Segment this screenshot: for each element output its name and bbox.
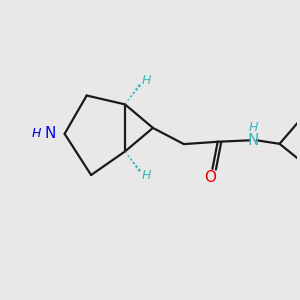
- Text: H: H: [142, 169, 151, 182]
- Text: N: N: [248, 133, 259, 148]
- Text: H: H: [142, 74, 151, 87]
- Text: H: H: [248, 122, 258, 134]
- Text: H: H: [32, 127, 41, 140]
- Text: N: N: [45, 126, 56, 141]
- Text: O: O: [204, 169, 216, 184]
